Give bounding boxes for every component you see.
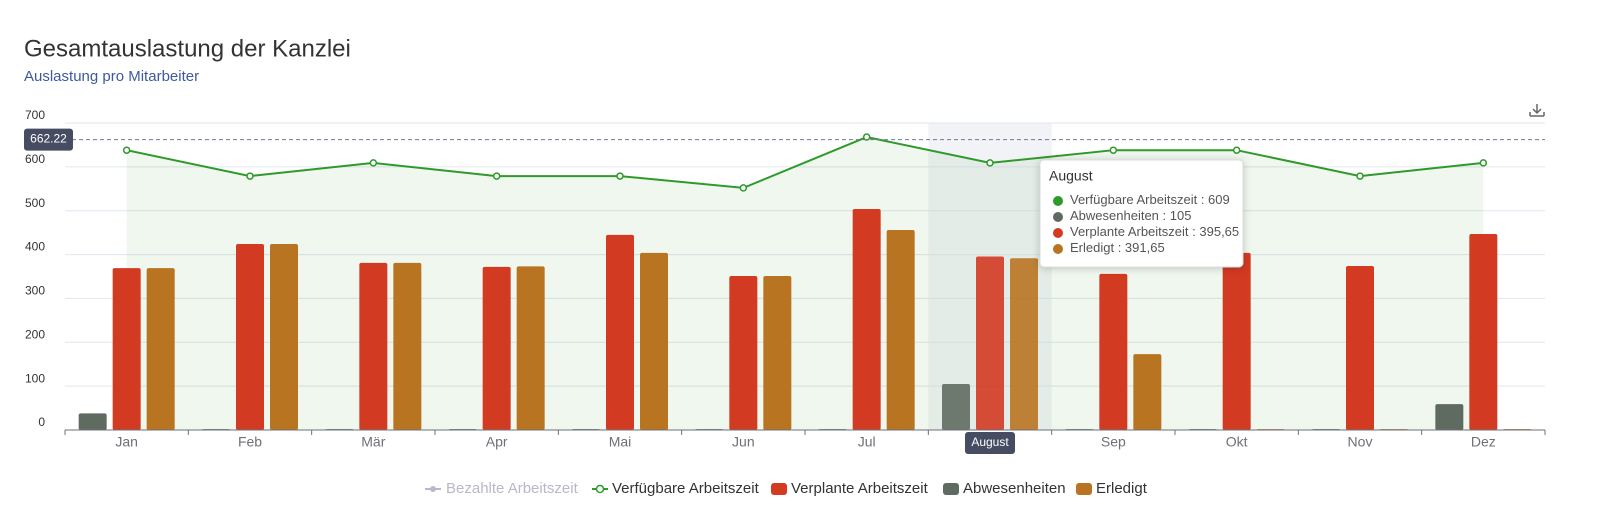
x-tick-label: Feb — [238, 434, 262, 450]
y-tick-label: 200 — [25, 327, 45, 341]
bar — [606, 234, 634, 430]
bar — [1469, 233, 1498, 430]
tooltip-title: August — [1049, 168, 1093, 184]
legend-label[interactable]: Verfügbare Arbeitszeit — [612, 480, 760, 497]
x-tick-label: Sep — [1101, 434, 1126, 450]
tooltip-series-name: Erledigt — [1070, 240, 1114, 255]
bar — [393, 262, 422, 430]
line-point — [369, 159, 378, 167]
bar — [112, 268, 141, 430]
line-point — [122, 146, 131, 154]
y-tick-label: 500 — [25, 196, 45, 210]
bar — [852, 208, 881, 430]
tooltip-dot — [1053, 228, 1063, 238]
tooltip-box — [1039, 159, 1244, 268]
axis-pointer-label-bg — [965, 432, 1015, 454]
bar — [1346, 265, 1374, 430]
line-point — [1479, 159, 1488, 167]
bar — [729, 276, 758, 430]
chart-subtitle: Auslastung pro Mitarbeiter — [24, 68, 199, 85]
line-point — [246, 172, 254, 180]
x-tick-label: Jun — [732, 434, 755, 450]
line-point — [492, 172, 501, 180]
tooltip-value: 395,65 — [1199, 224, 1239, 239]
y-tick-label: 300 — [25, 284, 45, 298]
y-tick-label: 100 — [25, 371, 45, 385]
tooltip-separator: : — [1189, 224, 1200, 239]
x-tick-label: Dez — [1471, 434, 1496, 450]
x-tick-label: Okt — [1226, 434, 1248, 450]
tooltip-dot — [1053, 212, 1063, 222]
bar — [236, 244, 264, 430]
legend-label[interactable]: Abwesenheiten — [963, 480, 1066, 497]
tooltip-separator: : — [1197, 192, 1208, 207]
tooltip-dot — [1053, 196, 1063, 206]
bar — [976, 256, 1004, 430]
bar — [359, 262, 388, 430]
line-point — [1356, 172, 1364, 180]
tooltip-series-name: Verfügbare Arbeitszeit — [1070, 192, 1198, 207]
mark-line-label: 662.22 — [30, 132, 67, 146]
legend-icon — [943, 483, 959, 495]
bar — [763, 276, 792, 430]
download-icon[interactable] — [1529, 104, 1545, 117]
tooltip-series-name: Abwesenheiten — [1070, 208, 1159, 223]
x-tick-label: Mai — [609, 434, 632, 450]
legend-icon — [595, 484, 605, 494]
y-tick-label: 400 — [25, 240, 45, 254]
tooltip-value: 391,65 — [1125, 240, 1165, 255]
legend-label[interactable]: Erledigt — [1096, 480, 1148, 497]
legend-icon — [771, 483, 787, 495]
legend-label[interactable]: Bezahlte Arbeitszeit — [446, 480, 579, 497]
x-tick-label: Apr — [486, 434, 508, 450]
bar — [146, 268, 175, 430]
y-tick-label: 0 — [38, 415, 45, 429]
legend-label[interactable]: Verplante Arbeitszeit — [791, 480, 929, 497]
tooltip-row: Verplante Arbeitszeit : 395,65 — [1070, 224, 1239, 239]
x-tick-label: Jan — [115, 434, 138, 450]
x-tick-label: Mär — [361, 434, 385, 450]
legend-icon — [1076, 483, 1092, 495]
tooltip-value: 105 — [1170, 208, 1192, 223]
x-tick-label: Nov — [1348, 434, 1373, 450]
tooltip-dot — [1053, 244, 1063, 254]
bar — [640, 252, 668, 430]
mark-line-label-bg — [24, 128, 73, 151]
bar — [1099, 273, 1128, 430]
legend-icon — [430, 486, 436, 492]
chart-title: Gesamtauslastung der Kanzlei — [24, 35, 351, 62]
line — [126, 135, 1484, 189]
tooltip-row: Verfügbare Arbeitszeit : 609 — [1070, 192, 1230, 207]
x-tick-label: Jul — [858, 434, 876, 450]
bar — [1010, 258, 1038, 430]
tooltip-series-name: Verplante Arbeitszeit — [1070, 224, 1189, 239]
tooltip-row: Erledigt : 391,65 — [1070, 240, 1165, 255]
bar — [886, 230, 915, 430]
axis-pointer-label: August — [971, 435, 1009, 449]
tooltip-row: Abwesenheiten : 105 — [1070, 208, 1191, 223]
line-point — [986, 159, 994, 167]
tooltip-value: 609 — [1208, 192, 1230, 207]
bar — [1133, 354, 1162, 430]
tooltip-separator: : — [1159, 208, 1170, 223]
y-tick-label: 600 — [25, 152, 45, 166]
tooltip-separator: : — [1114, 240, 1125, 255]
bar — [1222, 252, 1251, 430]
area — [126, 137, 1484, 430]
bar — [482, 266, 511, 430]
bar — [516, 266, 545, 430]
bar — [270, 244, 298, 430]
y-tick-label: 700 — [25, 108, 45, 122]
line-point — [1232, 146, 1241, 154]
line-point — [616, 172, 624, 180]
bar — [1435, 404, 1464, 430]
bar — [78, 413, 107, 430]
line-point — [1109, 146, 1118, 154]
bar — [942, 383, 970, 430]
line-point — [739, 184, 748, 192]
